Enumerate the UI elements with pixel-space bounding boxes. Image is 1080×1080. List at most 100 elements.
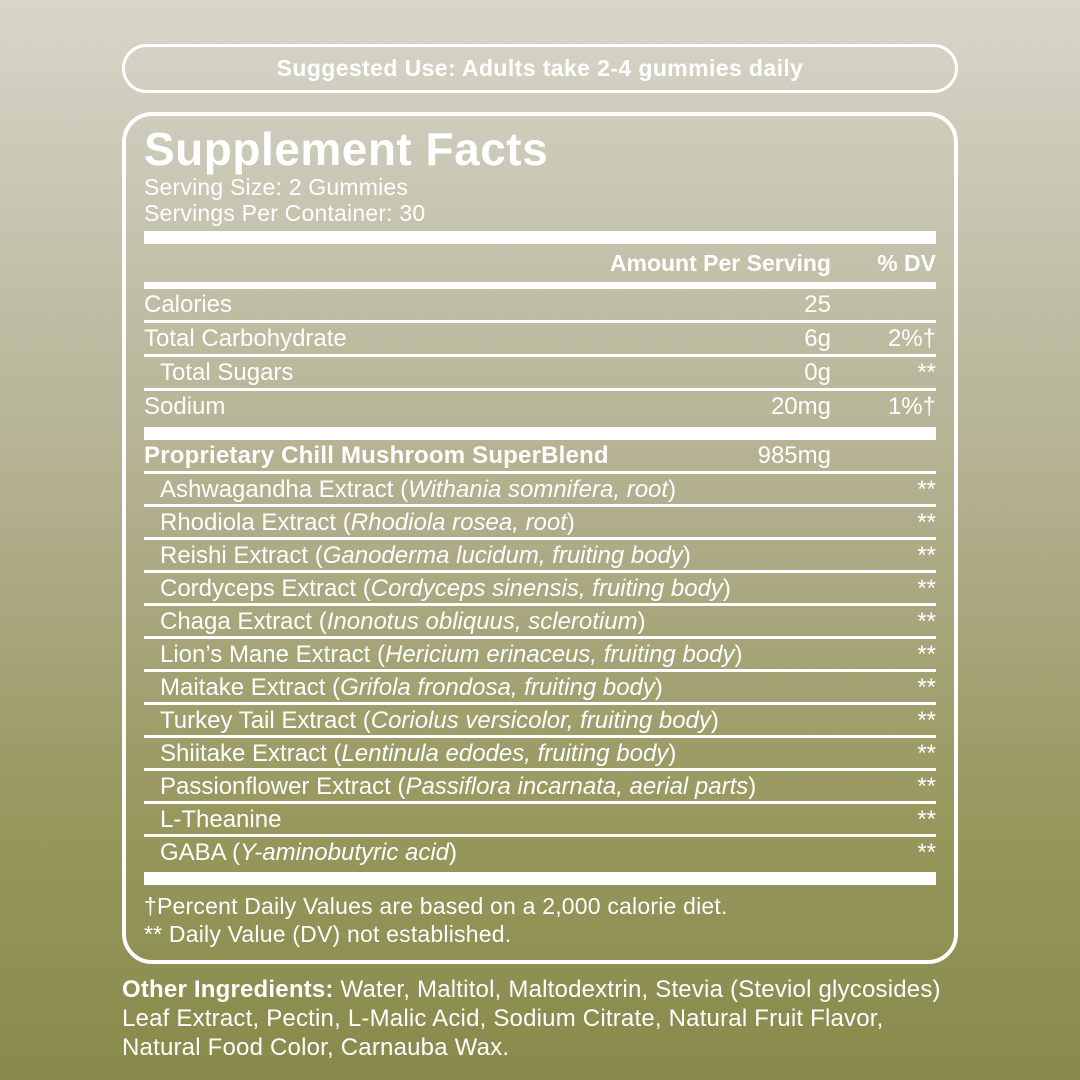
nutrient-dv: ** bbox=[917, 359, 936, 386]
ingredient-name: Maitake Extract (Grifola frondosa, fruit… bbox=[160, 674, 663, 701]
divider-thin bbox=[144, 801, 936, 804]
ingredient-name: Ashwagandha Extract (Withania somnifera,… bbox=[160, 476, 677, 503]
divider-thick bbox=[144, 872, 936, 885]
ingredient-rows: Ashwagandha Extract (Withania somnifera,… bbox=[144, 474, 936, 867]
divider-thin bbox=[144, 735, 936, 738]
blend-name: Proprietary Chill Mushroom SuperBlend bbox=[144, 442, 609, 469]
ingredient-latin-name: Coriolus versicolor, fruiting body bbox=[370, 707, 711, 734]
divider-thin bbox=[144, 471, 936, 474]
divider-thick bbox=[144, 231, 936, 244]
ingredient-dv: ** bbox=[917, 773, 936, 800]
ingredient-dv: ** bbox=[917, 509, 936, 536]
divider-thin bbox=[144, 702, 936, 705]
suggested-use-banner: Suggested Use: Adults take 2-4 gummies d… bbox=[122, 44, 958, 93]
blend-row: Proprietary Chill Mushroom SuperBlend 98… bbox=[144, 440, 936, 471]
nutrient-dv: 2%† bbox=[887, 325, 936, 352]
servings-per-container: Servings Per Container: 30 bbox=[144, 200, 426, 226]
divider-thin bbox=[144, 570, 936, 573]
ingredient-row: Lion’s Mane Extract (Hericium erinaceus,… bbox=[144, 639, 936, 669]
divider-thick bbox=[144, 427, 936, 440]
nutrient-amount: 25 bbox=[804, 291, 831, 318]
nutrient-amount: 20mg bbox=[770, 393, 831, 420]
nutrient-row: Total Sugars 0g ** bbox=[144, 357, 936, 388]
nutrient-row: Calories 25 bbox=[144, 289, 936, 320]
divider-thin bbox=[144, 504, 936, 507]
supplement-facts-panel: Supplement Facts Serving Size: 2 Gummies… bbox=[122, 112, 958, 964]
suggested-use-text: Suggested Use: Adults take 2-4 gummies d… bbox=[276, 55, 804, 81]
nutrient-dv: 1%† bbox=[887, 393, 936, 420]
ingredient-name: L-Theanine bbox=[160, 806, 282, 833]
divider-thin bbox=[144, 834, 936, 837]
table-header: Amount Per Serving % DV bbox=[144, 244, 936, 282]
other-ingredients-label: Other Ingredients: bbox=[122, 976, 334, 1003]
nutrient-amount: 6g bbox=[804, 325, 831, 352]
divider-thin bbox=[144, 388, 936, 391]
ingredient-latin-name: Grifola frondosa, fruiting body bbox=[340, 674, 655, 701]
ingredient-row: Maitake Extract (Grifola frondosa, fruit… bbox=[144, 672, 936, 702]
ingredient-name: Rhodiola Extract (Rhodiola rosea, root) bbox=[160, 509, 575, 536]
ingredient-row: Chaga Extract (Inonotus obliquus, sclero… bbox=[144, 606, 936, 636]
nutrient-name: Total Carbohydrate bbox=[144, 325, 347, 352]
ingredient-latin-name: Lentinula edodes, fruiting body bbox=[341, 740, 669, 767]
ingredient-dv: ** bbox=[917, 707, 936, 734]
divider-thin bbox=[144, 354, 936, 357]
nutrient-amount: 0g bbox=[804, 359, 831, 386]
ingredient-row: Reishi Extract (Ganoderma lucidum, fruit… bbox=[144, 540, 936, 570]
ingredient-row: Passionflower Extract (Passiflora incarn… bbox=[144, 771, 936, 801]
nutrient-name: Calories bbox=[144, 291, 233, 318]
ingredient-name: Reishi Extract (Ganoderma lucidum, fruit… bbox=[160, 542, 691, 569]
ingredient-row: Cordyceps Extract (Cordyceps sinensis, f… bbox=[144, 573, 936, 603]
ingredient-latin-name: Inonotus obliquus, sclerotium bbox=[326, 608, 638, 635]
ingredient-dv: ** bbox=[917, 806, 936, 833]
ingredient-dv: ** bbox=[917, 575, 936, 602]
nutrient-row: Total Carbohydrate 6g 2%† bbox=[144, 323, 936, 354]
ingredient-name: Turkey Tail Extract (Coriolus versicolor… bbox=[160, 707, 719, 734]
ingredient-dv: ** bbox=[917, 674, 936, 701]
ingredient-name: Chaga Extract (Inonotus obliquus, sclero… bbox=[160, 608, 646, 635]
divider-medium bbox=[144, 282, 936, 289]
ingredient-name: Cordyceps Extract (Cordyceps sinensis, f… bbox=[160, 575, 731, 602]
ingredient-latin-name: Hericium erinaceus, fruiting body bbox=[385, 641, 735, 668]
nutrient-row: Sodium 20mg 1%† bbox=[144, 391, 936, 422]
ingredient-row: Rhodiola Extract (Rhodiola rosea, root) *… bbox=[144, 507, 936, 537]
panel-title: Supplement Facts bbox=[144, 123, 549, 175]
ingredient-name: Lion’s Mane Extract (Hericium erinaceus,… bbox=[160, 641, 743, 668]
ingredient-dv: ** bbox=[917, 542, 936, 569]
footnote-daily-values: †Percent Daily Values are based on a 2,0… bbox=[144, 893, 728, 919]
divider-thin bbox=[144, 320, 936, 323]
ingredient-dv: ** bbox=[917, 641, 936, 668]
amount-per-serving-header: Amount Per Serving bbox=[609, 250, 831, 276]
footnotes: †Percent Daily Values are based on a 2,0… bbox=[144, 885, 936, 948]
nutrient-name: Total Sugars bbox=[160, 359, 294, 386]
ingredient-row: Turkey Tail Extract (Coriolus versicolor… bbox=[144, 705, 936, 735]
serving-size: Serving Size: 2 Gummies bbox=[144, 174, 409, 200]
ingredient-latin-name: Cordyceps sinensis, fruiting body bbox=[370, 575, 723, 602]
ingredient-dv: ** bbox=[917, 740, 936, 767]
footnote-dv-not-established: ** Daily Value (DV) not established. bbox=[144, 921, 512, 947]
percent-dv-header: % DV bbox=[877, 250, 936, 276]
nutrient-name: Sodium bbox=[144, 393, 226, 420]
ingredient-dv: ** bbox=[917, 839, 936, 866]
ingredient-row: GABA (Y-aminobutyric acid) ** bbox=[144, 837, 936, 867]
blend-amount: 985mg bbox=[757, 442, 831, 469]
other-ingredients: Other Ingredients: Water, Maltitol, Malt… bbox=[122, 975, 958, 1062]
ingredient-row: Ashwagandha Extract (Withania somnifera,… bbox=[144, 474, 936, 504]
ingredient-name: GABA (Y-aminobutyric acid) bbox=[160, 839, 458, 866]
ingredient-name: Passionflower Extract (Passiflora incarn… bbox=[160, 773, 757, 800]
ingredient-latin-name: Withania somnifera, root bbox=[408, 476, 669, 503]
ingredient-name: Shiitake Extract (Lentinula edodes, frui… bbox=[160, 740, 677, 767]
other-ingredients-text: Water, Maltitol, Maltodextrin, Stevia (S… bbox=[122, 976, 941, 1061]
ingredient-latin-name: Ganoderma lucidum, fruiting body bbox=[322, 542, 683, 569]
divider-thin bbox=[144, 669, 936, 672]
divider-thin bbox=[144, 537, 936, 540]
divider-thin bbox=[144, 768, 936, 771]
ingredient-latin-name: Passiflora incarnata, aerial parts bbox=[405, 773, 749, 800]
divider-thin bbox=[144, 603, 936, 606]
divider-thin bbox=[144, 636, 936, 639]
ingredient-row: L-Theanine ** bbox=[144, 804, 936, 834]
ingredient-latin-name: Y-aminobutyric acid bbox=[240, 839, 450, 866]
nutrient-rows: Calories 25 Total Carbohydrate 6g 2%† Total S… bbox=[144, 289, 936, 422]
ingredient-row: Shiitake Extract (Lentinula edodes, frui… bbox=[144, 738, 936, 768]
ingredient-latin-name: Rhodiola rosea, root bbox=[350, 509, 567, 536]
ingredient-dv: ** bbox=[917, 608, 936, 635]
